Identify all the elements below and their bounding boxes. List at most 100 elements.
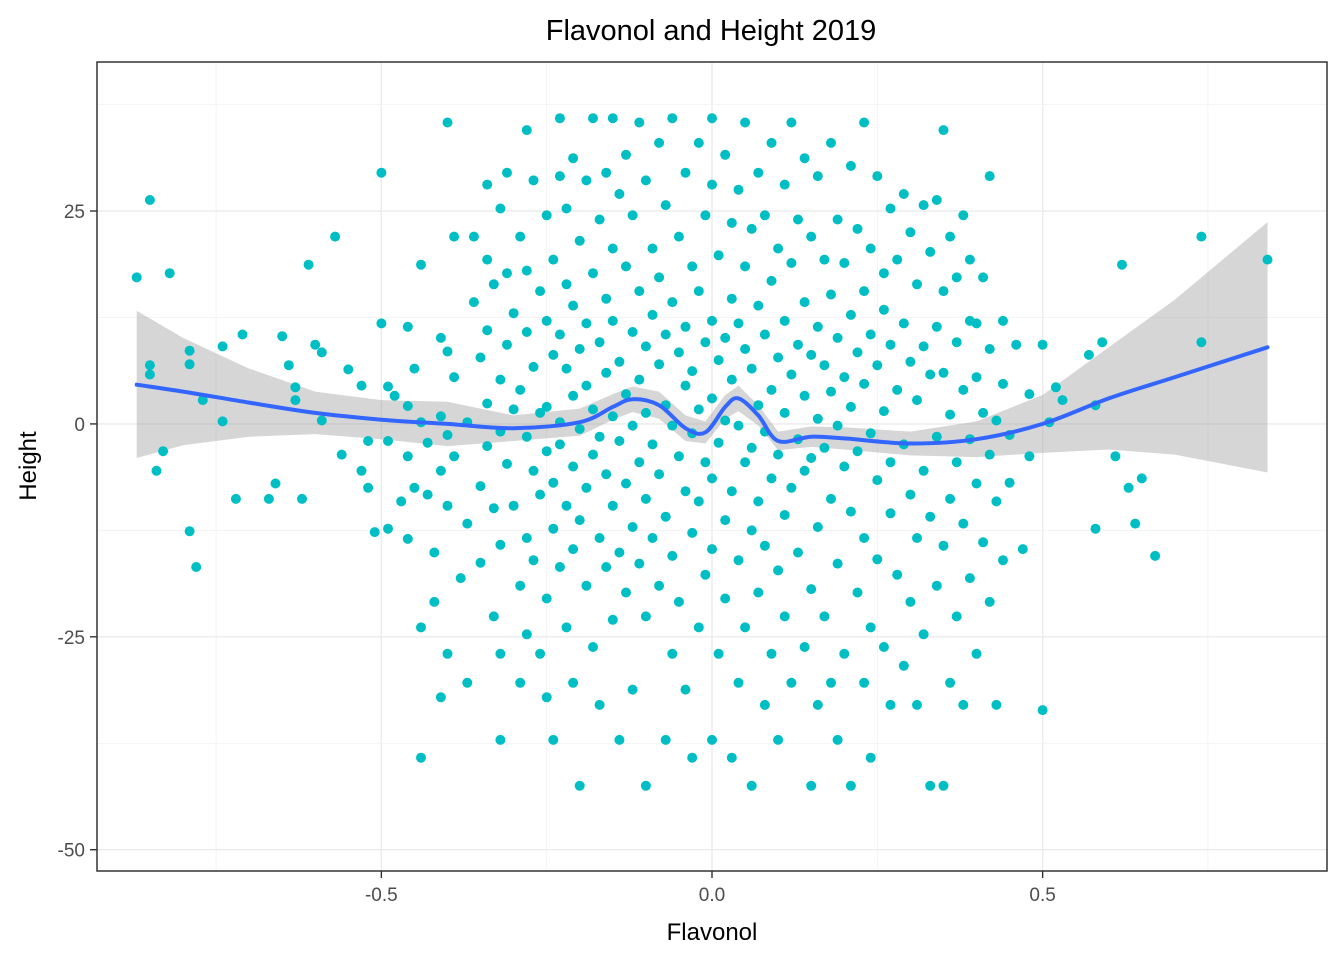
data-point (502, 268, 512, 279)
data-point (878, 642, 889, 652)
data-point (766, 137, 777, 148)
data-point (859, 533, 870, 543)
data-point (1037, 705, 1048, 716)
data-point (588, 113, 598, 124)
data-point (594, 337, 605, 348)
data-point (528, 465, 539, 476)
data-point (237, 329, 248, 340)
data-point (759, 329, 770, 340)
data-point (693, 137, 704, 148)
data-point (713, 648, 724, 659)
data-point (416, 259, 426, 270)
data-point (931, 195, 942, 205)
data-point (402, 401, 413, 411)
data-point (945, 677, 956, 688)
data-point (343, 364, 354, 375)
data-point (131, 272, 142, 283)
data-point (634, 374, 645, 385)
data-point (938, 367, 949, 378)
data-point (971, 318, 982, 329)
data-point (845, 780, 856, 791)
data-point (687, 366, 698, 377)
data-point (713, 355, 724, 366)
data-point (389, 390, 400, 401)
data-point (991, 496, 1002, 507)
data-point (548, 734, 559, 745)
data-point (647, 533, 658, 543)
data-point (521, 533, 532, 543)
data-point (541, 315, 552, 326)
data-point (1150, 550, 1161, 561)
data-point (654, 469, 665, 480)
data-point (878, 268, 889, 279)
data-point (475, 557, 486, 568)
x-tick-label: 0.0 (699, 885, 725, 906)
data-point (673, 451, 684, 462)
data-point (1123, 482, 1134, 493)
data-point (786, 369, 797, 380)
data-point (793, 339, 803, 350)
data-point (548, 477, 559, 488)
data-point (435, 332, 446, 343)
data-point (290, 395, 301, 406)
data-point (634, 117, 645, 128)
data-point (779, 611, 790, 622)
data-point (217, 416, 228, 427)
data-point (502, 167, 512, 178)
data-point (515, 677, 526, 688)
data-point (925, 780, 936, 791)
data-point (931, 431, 942, 442)
data-point (144, 369, 155, 380)
y-axis-title: Height (15, 431, 42, 501)
data-point (151, 465, 162, 476)
data-point (640, 175, 651, 186)
data-point (687, 527, 698, 538)
data-point (971, 648, 982, 659)
data-point (197, 395, 208, 406)
data-point (819, 611, 830, 622)
data-point (568, 677, 579, 688)
data-point (640, 407, 651, 418)
data-point (647, 439, 658, 450)
data-point (687, 752, 698, 763)
data-point (740, 622, 751, 633)
data-point (832, 734, 843, 745)
x-axis-title: Flavonol (667, 919, 758, 946)
data-point (799, 390, 810, 401)
data-point (786, 117, 797, 128)
data-point (184, 345, 195, 356)
data-point (984, 596, 995, 607)
data-point (607, 614, 618, 625)
data-point (383, 523, 393, 534)
data-point (832, 420, 843, 431)
data-point (700, 569, 711, 580)
data-point (607, 243, 618, 254)
data-point (905, 356, 916, 367)
data-point (667, 113, 678, 124)
data-point (680, 380, 691, 391)
data-point (951, 611, 962, 622)
data-point (607, 500, 618, 511)
data-point (508, 308, 519, 319)
data-point (521, 629, 532, 640)
data-point (865, 329, 876, 340)
data-point (931, 321, 942, 332)
data-point (270, 478, 281, 489)
data-point (958, 518, 969, 529)
data-point (535, 489, 546, 500)
data-point (885, 457, 896, 468)
data-point (581, 380, 592, 391)
data-point (521, 125, 532, 136)
data-point (191, 562, 202, 572)
data-point (832, 332, 843, 343)
data-point (878, 304, 889, 315)
data-point (502, 339, 512, 350)
data-point (442, 430, 453, 440)
data-point (806, 780, 817, 791)
data-point (1024, 389, 1035, 400)
data-point (601, 562, 612, 572)
data-point (667, 297, 678, 308)
data-point (779, 510, 790, 520)
data-point (581, 580, 592, 591)
data-point (1011, 339, 1022, 350)
